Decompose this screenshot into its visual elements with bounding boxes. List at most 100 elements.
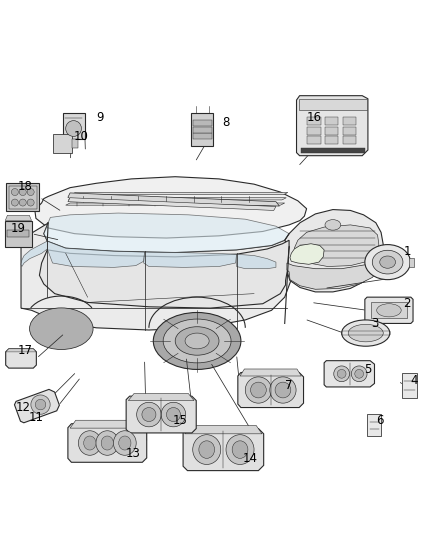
Ellipse shape (30, 308, 93, 350)
Polygon shape (191, 113, 213, 147)
Ellipse shape (355, 369, 364, 378)
Polygon shape (301, 148, 365, 152)
Polygon shape (128, 393, 194, 400)
Polygon shape (324, 361, 374, 387)
Polygon shape (238, 373, 304, 408)
Ellipse shape (113, 431, 136, 455)
Polygon shape (39, 240, 289, 308)
Polygon shape (66, 203, 285, 205)
Text: 17: 17 (18, 344, 33, 357)
Text: 12: 12 (16, 401, 31, 415)
Ellipse shape (27, 199, 34, 206)
Polygon shape (287, 258, 381, 289)
Text: 5: 5 (364, 363, 371, 376)
Text: 4: 4 (410, 374, 418, 387)
Ellipse shape (96, 431, 119, 455)
Polygon shape (343, 127, 356, 135)
Polygon shape (68, 198, 286, 200)
Ellipse shape (84, 436, 96, 450)
Polygon shape (409, 258, 414, 266)
Polygon shape (47, 241, 145, 268)
Polygon shape (21, 223, 293, 330)
Ellipse shape (137, 402, 161, 427)
Text: 7: 7 (285, 379, 293, 392)
Ellipse shape (27, 189, 34, 196)
Polygon shape (325, 136, 338, 144)
Ellipse shape (166, 408, 180, 422)
Ellipse shape (101, 436, 113, 450)
Ellipse shape (199, 441, 215, 458)
Polygon shape (307, 136, 321, 144)
Polygon shape (68, 198, 276, 211)
Polygon shape (367, 414, 381, 436)
Ellipse shape (245, 377, 272, 403)
Ellipse shape (19, 199, 26, 206)
Ellipse shape (142, 408, 156, 422)
Polygon shape (53, 134, 72, 154)
Polygon shape (5, 221, 32, 247)
Polygon shape (402, 374, 417, 398)
Polygon shape (325, 127, 338, 135)
Ellipse shape (19, 189, 26, 196)
Text: 6: 6 (376, 414, 384, 427)
Ellipse shape (193, 435, 221, 464)
Polygon shape (297, 96, 368, 156)
Ellipse shape (337, 369, 346, 378)
Ellipse shape (232, 441, 248, 458)
Ellipse shape (119, 436, 131, 450)
Polygon shape (144, 252, 237, 268)
Polygon shape (6, 183, 39, 211)
Ellipse shape (325, 220, 341, 230)
Text: 3: 3 (371, 317, 378, 330)
Polygon shape (237, 254, 276, 269)
Polygon shape (183, 429, 264, 471)
Text: 8: 8 (222, 116, 229, 130)
Ellipse shape (351, 366, 367, 382)
Text: 19: 19 (11, 222, 26, 235)
Ellipse shape (163, 319, 231, 363)
Text: 9: 9 (96, 111, 104, 124)
Polygon shape (126, 396, 196, 433)
Ellipse shape (372, 251, 403, 274)
Polygon shape (193, 133, 212, 140)
Polygon shape (193, 127, 212, 133)
Polygon shape (5, 215, 32, 221)
Text: 10: 10 (74, 131, 88, 143)
Polygon shape (70, 420, 145, 428)
Polygon shape (343, 117, 356, 125)
Ellipse shape (161, 402, 186, 427)
Text: 15: 15 (173, 414, 188, 427)
Polygon shape (193, 120, 212, 126)
Polygon shape (6, 349, 36, 368)
Ellipse shape (175, 327, 219, 355)
Ellipse shape (348, 324, 383, 342)
Polygon shape (68, 424, 147, 462)
Text: 14: 14 (243, 452, 258, 465)
Text: 1: 1 (403, 245, 411, 257)
Text: 13: 13 (126, 448, 141, 461)
Polygon shape (299, 99, 367, 110)
Polygon shape (365, 297, 413, 324)
Polygon shape (14, 390, 60, 423)
Ellipse shape (275, 382, 291, 398)
Polygon shape (307, 127, 321, 135)
Text: 11: 11 (28, 411, 43, 424)
Ellipse shape (11, 199, 18, 206)
Ellipse shape (342, 320, 390, 346)
Polygon shape (44, 213, 289, 253)
Polygon shape (371, 302, 407, 318)
Text: 2: 2 (403, 297, 411, 310)
Ellipse shape (11, 189, 18, 196)
Text: 18: 18 (18, 180, 33, 193)
Polygon shape (6, 349, 36, 352)
Ellipse shape (380, 256, 396, 268)
Ellipse shape (78, 431, 101, 455)
Ellipse shape (31, 395, 50, 414)
Polygon shape (325, 117, 338, 125)
Polygon shape (240, 369, 301, 376)
Polygon shape (71, 192, 288, 195)
Polygon shape (72, 140, 78, 148)
Polygon shape (307, 117, 321, 125)
Polygon shape (294, 225, 379, 266)
Polygon shape (285, 209, 383, 292)
